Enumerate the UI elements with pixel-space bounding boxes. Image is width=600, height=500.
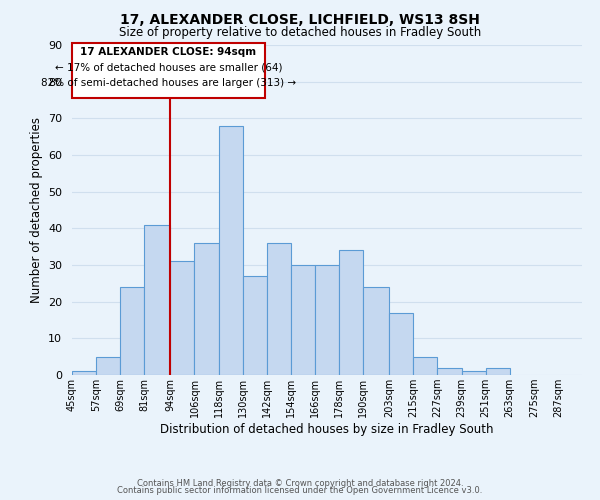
- Bar: [96, 356, 120, 375]
- Bar: [218, 126, 242, 375]
- Bar: [242, 276, 267, 375]
- Bar: [267, 243, 291, 375]
- Bar: [315, 265, 339, 375]
- Bar: [72, 372, 96, 375]
- Text: 17 ALEXANDER CLOSE: 94sqm: 17 ALEXANDER CLOSE: 94sqm: [80, 48, 256, 58]
- Bar: [363, 287, 389, 375]
- Text: 17, ALEXANDER CLOSE, LICHFIELD, WS13 8SH: 17, ALEXANDER CLOSE, LICHFIELD, WS13 8SH: [120, 12, 480, 26]
- Text: Size of property relative to detached houses in Fradley South: Size of property relative to detached ho…: [119, 26, 481, 39]
- Bar: [291, 265, 315, 375]
- Text: Contains HM Land Registry data © Crown copyright and database right 2024.: Contains HM Land Registry data © Crown c…: [137, 478, 463, 488]
- Bar: [413, 356, 437, 375]
- Text: 82% of semi-detached houses are larger (313) →: 82% of semi-detached houses are larger (…: [41, 78, 296, 88]
- Bar: [120, 287, 144, 375]
- Bar: [194, 243, 218, 375]
- Bar: [485, 368, 510, 375]
- Bar: [461, 372, 485, 375]
- Bar: [437, 368, 461, 375]
- Text: ← 17% of detached houses are smaller (64): ← 17% of detached houses are smaller (64…: [55, 62, 282, 72]
- X-axis label: Distribution of detached houses by size in Fradley South: Distribution of detached houses by size …: [160, 423, 494, 436]
- FancyBboxPatch shape: [72, 43, 265, 98]
- Text: Contains public sector information licensed under the Open Government Licence v3: Contains public sector information licen…: [118, 486, 482, 495]
- Bar: [170, 262, 194, 375]
- Bar: [339, 250, 363, 375]
- Y-axis label: Number of detached properties: Number of detached properties: [29, 117, 43, 303]
- Bar: [144, 224, 170, 375]
- Bar: [389, 312, 413, 375]
